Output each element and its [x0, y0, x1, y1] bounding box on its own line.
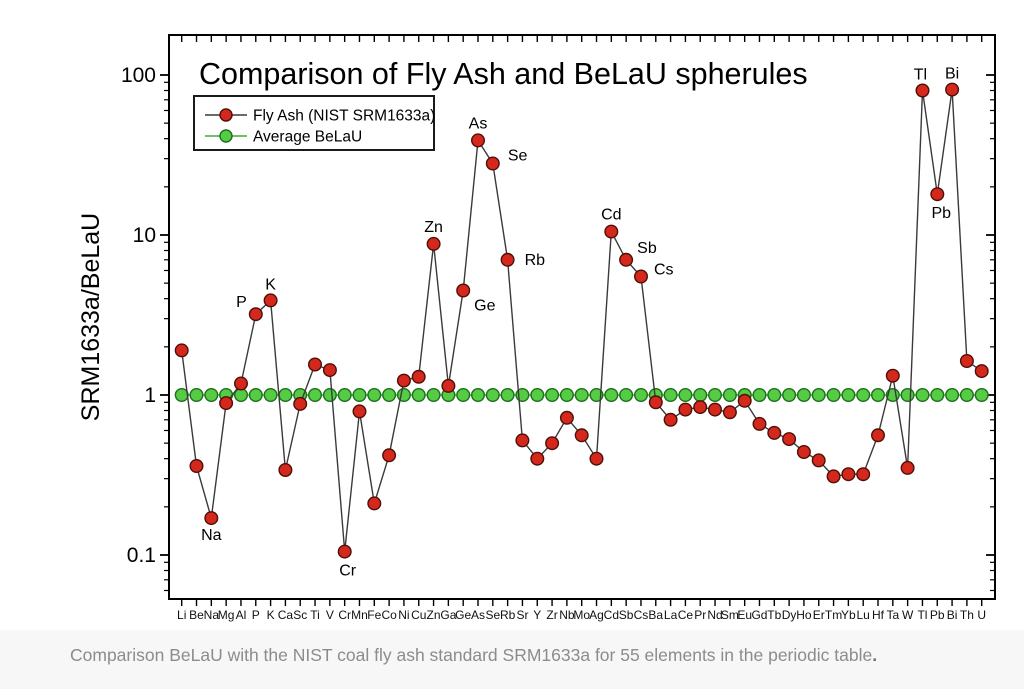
x-tick-label: Co — [381, 608, 397, 622]
x-tick-label: Rb — [500, 608, 516, 622]
figure-caption: Comparison BeLaU with the NIST coal fly … — [0, 630, 1024, 689]
y-tick-label: 100 — [121, 64, 156, 87]
y-tick-label: 1 — [144, 384, 156, 407]
point-label-cr: Cr — [339, 563, 357, 580]
y-axis: 100 10 1 0.1 — [121, 64, 995, 592]
x-tick-label: Nd — [707, 608, 722, 622]
x-tick-label: Mg — [218, 608, 235, 622]
x-tick-label: Sc — [293, 608, 307, 622]
series-fly-ash — [174, 82, 989, 559]
x-tick-label: Fe — [367, 608, 381, 622]
point-label-k: K — [265, 276, 276, 293]
x-tick-label: Cu — [411, 608, 426, 622]
x-tick-label: Tm — [825, 608, 842, 622]
y-tick-label: 10 — [133, 224, 156, 247]
legend-label-average-belau: Average BeLaU — [253, 129, 362, 146]
x-tick-label: Mn — [351, 608, 368, 622]
x-tick-label: Cd — [604, 608, 619, 622]
point-label-ge: Ge — [474, 297, 495, 314]
point-label-bi: Bi — [945, 66, 959, 83]
legend-label-fly-ash: Fly Ash (NIST SRM1633a) — [253, 108, 435, 125]
y-axis-label: SRM1633a/BeLaU — [77, 213, 105, 421]
x-tick-label: Er — [813, 608, 825, 622]
point-label-cs: Cs — [654, 262, 674, 279]
chart-title: Comparison of Fly Ash and BeLaU spherule… — [199, 57, 808, 91]
x-tick-label: Dy — [782, 608, 797, 622]
x-tick-label: Ce — [678, 608, 694, 622]
x-tick-label: Ta — [886, 608, 899, 622]
x-tick-label: Cs — [634, 608, 649, 622]
x-tick-label: Se — [485, 608, 500, 622]
x-tick-label: Ag — [589, 608, 604, 622]
x-tick-label: Pb — [930, 608, 945, 622]
x-tick-label: Be — [189, 608, 204, 622]
x-tick-label: Mo — [573, 608, 590, 622]
series-average-belau — [174, 388, 989, 403]
x-tick-label: Na — [204, 608, 220, 622]
x-tick-label: Ho — [796, 608, 812, 622]
y-tick-label: 0.1 — [127, 544, 156, 567]
x-tick-label: La — [664, 608, 678, 622]
x-tick-label: W — [902, 608, 914, 622]
x-tick-label: Pr — [694, 608, 706, 622]
point-label-cd: Cd — [601, 207, 621, 224]
point-label-zn: Zn — [424, 219, 443, 236]
x-tick-label: Eu — [737, 608, 752, 622]
x-tick-label: Lu — [857, 608, 870, 622]
point-label-na: Na — [201, 527, 222, 544]
point-label-tl: Tl — [914, 67, 927, 84]
x-tick-label: Sb — [619, 608, 634, 622]
x-tick-label: Zn — [427, 608, 441, 622]
x-tick-label: U — [977, 608, 986, 622]
x-tick-label: Bi — [947, 608, 958, 622]
x-tick-label: Al — [236, 608, 247, 622]
x-tick-label: Ba — [648, 608, 663, 622]
point-label-se: Se — [508, 147, 528, 164]
caption-body: Comparison BeLaU with the NIST coal fly … — [70, 645, 873, 665]
x-tick-label: Nb — [559, 608, 575, 622]
x-tick-label: Ni — [398, 608, 409, 622]
x-tick-label: Y — [533, 608, 541, 622]
x-tick-label: Yb — [841, 608, 856, 622]
caption-period: . — [872, 645, 878, 665]
x-tick-label: Th — [960, 608, 974, 622]
x-tick-label: Tb — [767, 608, 781, 622]
point-label-pb: Pb — [931, 205, 951, 222]
x-tick-label: Hf — [872, 608, 885, 622]
x-tick-label: P — [252, 608, 260, 622]
caption-text: Comparison BeLaU with the NIST coal fly … — [0, 630, 1024, 666]
x-tick-label: Gd — [751, 608, 767, 622]
x-tick-label: Ca — [278, 608, 294, 622]
x-tick-label: Zr — [546, 608, 557, 622]
x-tick-label: Sm — [721, 608, 739, 622]
point-label-as: As — [469, 115, 488, 132]
x-tick-label: Tl — [917, 608, 927, 622]
x-tick-label: Cr — [338, 608, 351, 622]
x-tick-label: Li — [177, 608, 186, 622]
point-label-rb: Rb — [525, 252, 546, 269]
x-tick-label: Sr — [516, 608, 528, 622]
point-labels: Na P K Cr Zn Ge As Se Rb Cd Sb Cs Tl Pb Bi — [201, 66, 959, 580]
legend: Fly Ash (NIST SRM1633a) Average BeLaU — [193, 95, 435, 151]
point-label-p: P — [236, 294, 247, 311]
x-tick-label: Ga — [440, 608, 456, 622]
x-tick-label: K — [267, 608, 275, 622]
point-label-sb: Sb — [637, 240, 657, 257]
x-tick-label: As — [471, 608, 485, 622]
x-tick-label: V — [326, 608, 334, 622]
x-tick-label: Ti — [310, 608, 320, 622]
x-tick-label: Ge — [455, 608, 471, 622]
